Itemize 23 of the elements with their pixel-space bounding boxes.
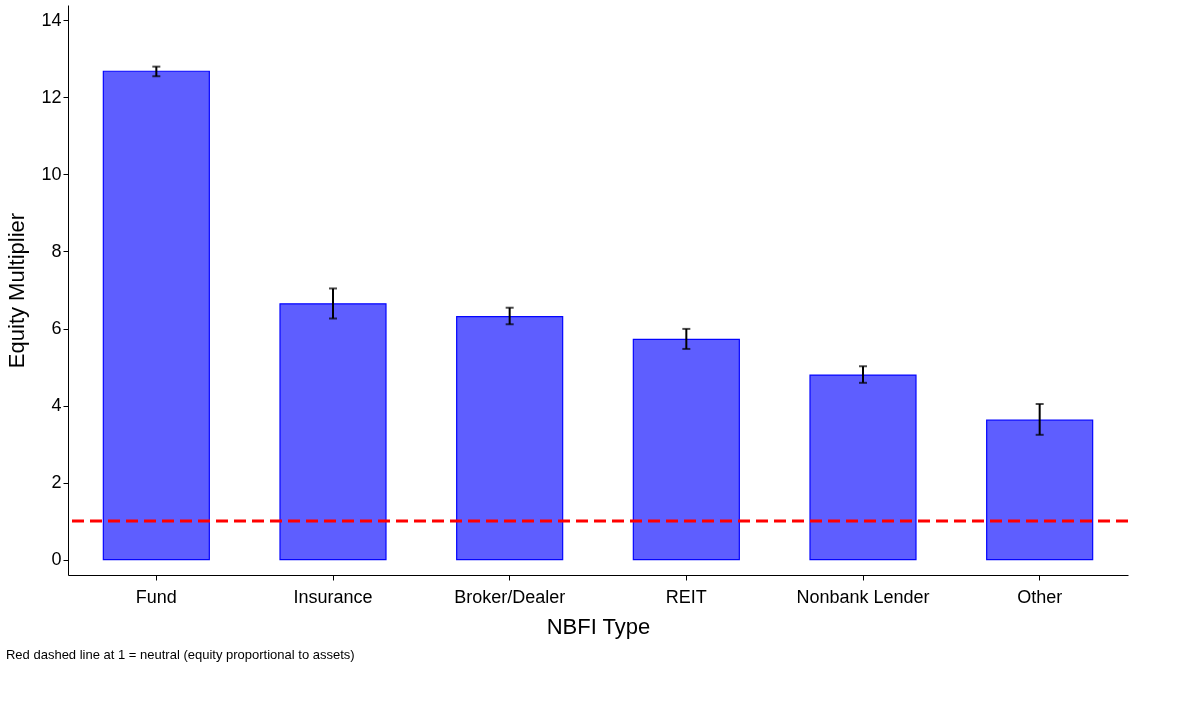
x-tick-label: Nonbank Lender (796, 586, 930, 607)
bar (279, 303, 387, 561)
y-tick-label: 12 (41, 86, 62, 107)
bar (809, 374, 917, 561)
y-tick-label: 10 (41, 163, 62, 184)
x-tick-label: REIT (665, 586, 707, 607)
y-tick-label: 14 (41, 9, 62, 30)
x-axis-title: NBFI Type (546, 613, 651, 639)
y-axis-title: Equity Multiplier (4, 212, 30, 369)
y-tick-label: 2 (51, 472, 62, 493)
y-tick-label: 6 (51, 318, 62, 339)
x-tick-label: Fund (135, 586, 177, 607)
y-tick-label: 8 (51, 240, 62, 261)
bar (632, 338, 740, 561)
text: Red dashed line at 1 = neutral (equity proportional to assets) (5, 647, 355, 662)
x-tick-label: Other (1017, 586, 1063, 607)
bar (456, 315, 564, 561)
bar (102, 70, 210, 561)
bar (986, 419, 1094, 561)
y-tick-label: 0 (51, 549, 62, 570)
y-tick-label: 4 (51, 395, 62, 416)
x-tick-label: Broker/Dealer (454, 586, 566, 607)
x-tick-label: Insurance (293, 586, 373, 607)
